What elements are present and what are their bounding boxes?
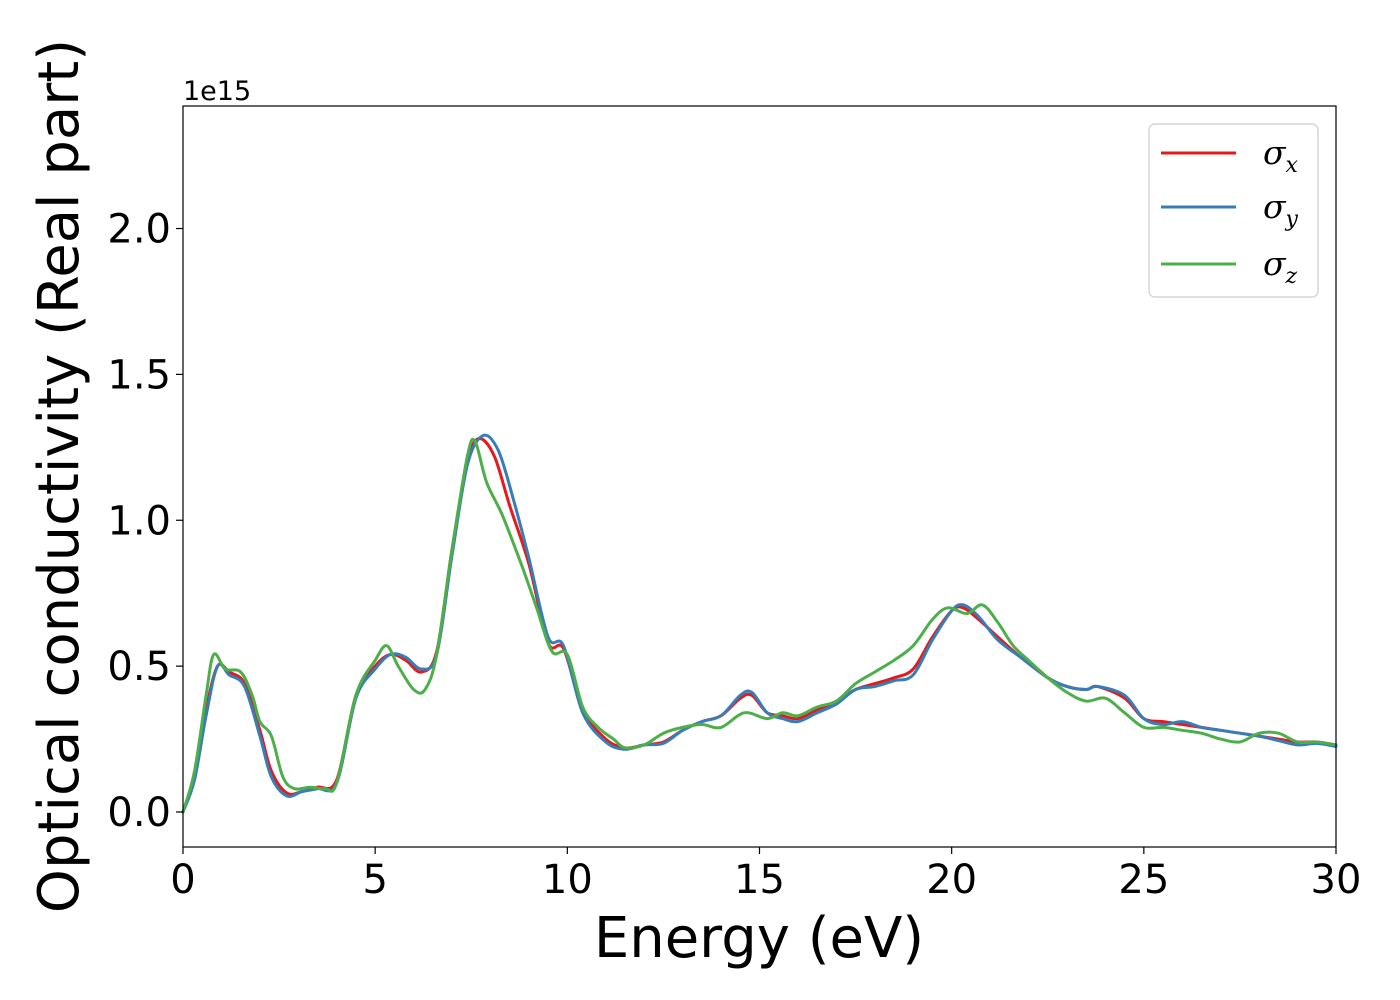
y-tick-label: 0.5 [107,644,171,690]
series-line-z [181,437,1338,814]
y-axis-label: Optical conductivity (Real part) [27,39,92,913]
y-tick-label: 2.0 [107,207,171,253]
x-tick-label: 10 [542,857,593,903]
y-tick-label: 0.0 [107,790,171,836]
y-tick-label: 1.5 [107,352,171,398]
y-axis: 0.0 0.5 1.0 1.5 2.0 [107,207,183,836]
series-line-x [181,437,1338,814]
x-tick-label: 15 [734,857,785,903]
y-offset-label: 1e15 [183,76,251,107]
series-line-y [181,433,1338,814]
x-tick-label: 0 [170,857,195,903]
x-tick-label: 25 [1118,857,1169,903]
x-tick-label: 30 [1311,857,1362,903]
series-layer [181,433,1338,814]
x-tick-label: 20 [926,857,977,903]
x-axis: 0 5 10 15 20 25 30 [170,847,1361,903]
x-tick-label: 5 [362,857,387,903]
x-axis-label: Energy (eV) [594,906,924,971]
y-tick-label: 1.0 [107,498,171,544]
legend-box [1148,123,1319,298]
